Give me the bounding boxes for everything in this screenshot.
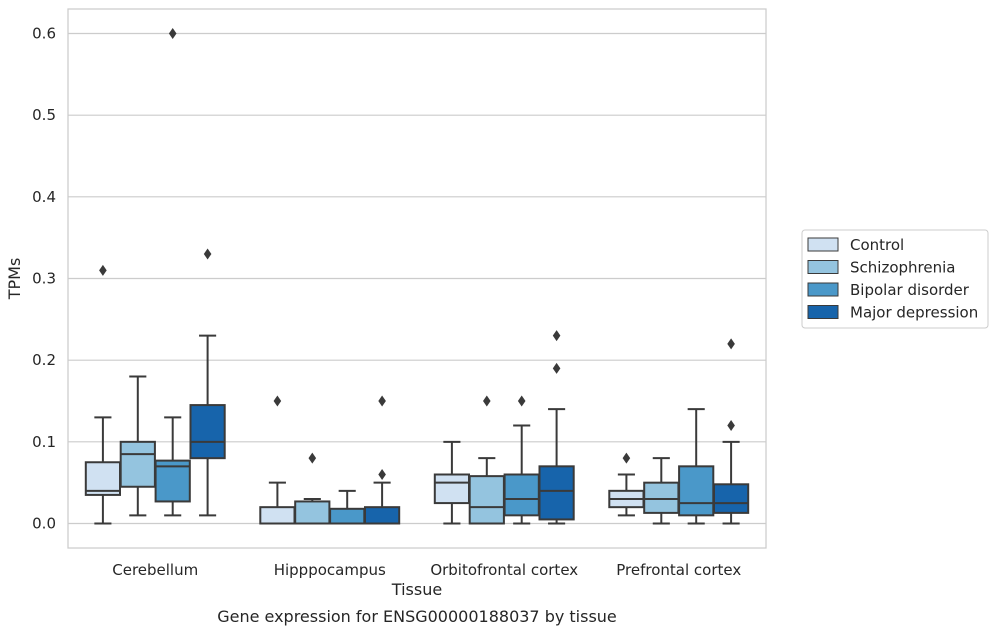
box-body [329, 507, 366, 525]
x-axis-label: Tissue [391, 580, 442, 599]
legend: Control Schizophrenia Bipolar disorder Majo… [801, 229, 989, 329]
y-tick-label: 0.0 [32, 515, 56, 533]
box-body [259, 506, 296, 525]
legend-label: Control [850, 236, 904, 254]
legend-swatch [807, 260, 839, 274]
x-tick-label: Hipppocampus [274, 561, 386, 579]
outlier-point [308, 452, 317, 464]
box-3-2 [678, 408, 715, 525]
box-body [189, 404, 226, 460]
box-2-0 [433, 440, 471, 525]
box-body [678, 465, 715, 517]
x-tick-label: Prefrontal cortex [616, 561, 741, 579]
x-tick-labels: Cerebellum Hipppocampus Orbitofrontal cort… [112, 561, 741, 579]
legend-frame [801, 229, 989, 329]
plot-frame [67, 8, 767, 549]
outlier-point [203, 248, 212, 260]
y-tick-label: 0.3 [32, 270, 56, 288]
y-axis-label: TPMs [5, 258, 24, 301]
legend-label: Schizophrenia [850, 259, 955, 277]
box-body [503, 473, 540, 517]
box-body [294, 500, 331, 525]
chart-caption: Gene expression for ENSG00000188037 by t… [217, 607, 617, 626]
legend-swatch [807, 305, 839, 319]
outlier-point [552, 330, 561, 342]
y-tick-label: 0.1 [32, 433, 56, 451]
y-tick-labels: 0.0 0.1 0.2 0.3 0.4 0.5 0.6 [32, 25, 56, 533]
box-3-0 [608, 452, 645, 517]
box-1-1 [294, 452, 331, 525]
box-1-2 [329, 489, 366, 525]
boxes [84, 28, 750, 525]
y-tick-label: 0.6 [32, 25, 56, 43]
legend-label: Major depression [850, 304, 978, 322]
legend-swatch [807, 282, 839, 297]
outlier-point [727, 338, 735, 350]
box-0-3 [189, 248, 226, 517]
box-3-3 [712, 338, 750, 525]
y-tick-label: 0.5 [32, 106, 56, 124]
grid-lines [68, 32, 766, 525]
x-tick-label: Cerebellum [112, 561, 198, 579]
box-body [468, 475, 505, 525]
box-0-2 [154, 28, 191, 517]
box-0-1 [119, 375, 156, 517]
x-tick-label: Orbitofrontal cortex [430, 561, 578, 579]
y-tick-label: 0.2 [32, 351, 56, 369]
outlier-point [552, 362, 561, 374]
outlier-point [168, 28, 177, 39]
outlier-point [273, 395, 282, 407]
box-body [154, 459, 191, 503]
box-2-3 [538, 330, 575, 525]
outlier-point [378, 469, 386, 480]
outlier-point [622, 452, 631, 464]
legend-swatch [807, 237, 839, 252]
outlier-point [378, 395, 386, 407]
box-body [643, 481, 680, 514]
box-body [363, 506, 401, 525]
box-body [712, 483, 750, 514]
outlier-point [727, 420, 735, 431]
legend-label: Bipolar disorder [850, 281, 970, 299]
outlier-point [99, 264, 107, 276]
box-body [433, 473, 471, 505]
box-body [119, 440, 156, 488]
outlier-point [483, 395, 491, 407]
box-body [538, 465, 575, 521]
y-tick-label: 0.4 [32, 188, 56, 206]
box-1-3 [363, 395, 401, 525]
outlier-point [517, 395, 526, 407]
